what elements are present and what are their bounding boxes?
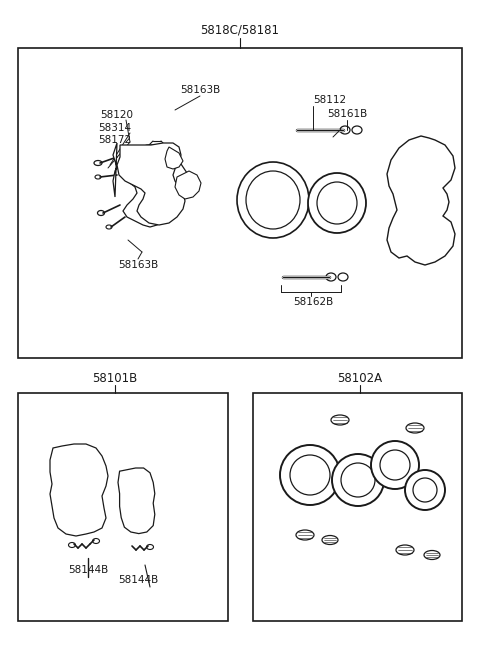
Ellipse shape bbox=[340, 126, 350, 134]
Ellipse shape bbox=[317, 182, 357, 224]
Ellipse shape bbox=[94, 160, 102, 166]
Bar bbox=[18, 393, 228, 621]
Ellipse shape bbox=[95, 175, 101, 179]
Circle shape bbox=[280, 445, 340, 505]
Text: 58102A: 58102A bbox=[337, 371, 383, 384]
Text: 58163B: 58163B bbox=[180, 85, 220, 95]
Ellipse shape bbox=[331, 415, 349, 425]
Ellipse shape bbox=[413, 190, 425, 210]
Ellipse shape bbox=[246, 171, 300, 229]
Ellipse shape bbox=[308, 173, 366, 233]
Ellipse shape bbox=[396, 545, 414, 555]
Circle shape bbox=[405, 470, 445, 510]
Text: 5818C/58181: 5818C/58181 bbox=[201, 24, 279, 37]
Text: 58172: 58172 bbox=[98, 135, 131, 145]
Ellipse shape bbox=[406, 423, 424, 433]
Circle shape bbox=[332, 454, 384, 506]
Circle shape bbox=[413, 478, 437, 502]
Text: 58120: 58120 bbox=[100, 110, 133, 120]
Text: 58101B: 58101B bbox=[92, 371, 138, 384]
Text: 58112: 58112 bbox=[313, 95, 346, 105]
Ellipse shape bbox=[97, 210, 105, 215]
Circle shape bbox=[380, 450, 410, 480]
Ellipse shape bbox=[93, 539, 99, 543]
Polygon shape bbox=[118, 468, 155, 533]
Text: 58144B: 58144B bbox=[68, 565, 108, 575]
Ellipse shape bbox=[338, 273, 348, 281]
Polygon shape bbox=[117, 143, 185, 225]
Polygon shape bbox=[175, 171, 201, 199]
Ellipse shape bbox=[424, 551, 440, 560]
Ellipse shape bbox=[106, 225, 112, 229]
Text: 58144B: 58144B bbox=[118, 575, 158, 585]
Polygon shape bbox=[387, 136, 455, 265]
Ellipse shape bbox=[237, 162, 309, 238]
Polygon shape bbox=[50, 444, 108, 536]
Ellipse shape bbox=[146, 545, 154, 549]
Ellipse shape bbox=[326, 273, 336, 281]
Text: 58161B: 58161B bbox=[327, 109, 367, 119]
Text: 58314: 58314 bbox=[98, 123, 131, 133]
Ellipse shape bbox=[69, 543, 75, 547]
Ellipse shape bbox=[352, 126, 362, 134]
Polygon shape bbox=[113, 143, 191, 227]
Circle shape bbox=[290, 455, 330, 495]
Bar bbox=[253, 393, 462, 621]
Text: 58162B: 58162B bbox=[293, 297, 333, 307]
Text: 58163B: 58163B bbox=[118, 260, 158, 270]
Bar bbox=[18, 48, 462, 358]
Polygon shape bbox=[165, 147, 183, 169]
Circle shape bbox=[341, 463, 375, 497]
Circle shape bbox=[409, 230, 429, 250]
Ellipse shape bbox=[322, 535, 338, 545]
Circle shape bbox=[371, 441, 419, 489]
Circle shape bbox=[409, 152, 429, 172]
Ellipse shape bbox=[296, 530, 314, 540]
